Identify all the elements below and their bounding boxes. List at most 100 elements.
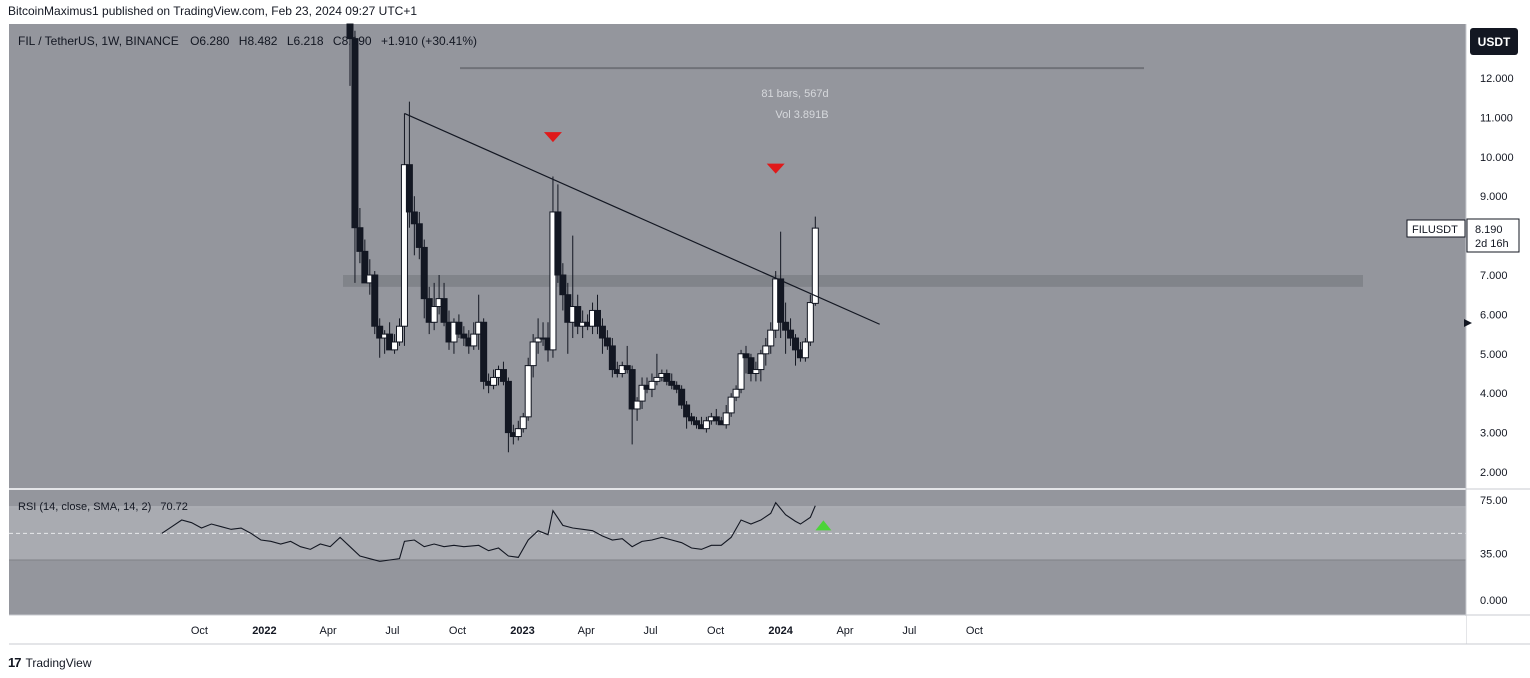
candle-up [549,211,557,351]
legend-close-value: 8.190 [342,34,372,48]
candle-up [737,353,745,390]
candle-down [480,321,488,382]
candle-up [524,365,532,418]
sell-signal-icon [543,132,562,143]
svg-text:FIL / TetherUS, 1W, BINANCE: FIL / TetherUS, 1W, BINANCE O6.280 H8.48… [18,34,477,48]
candle-down [504,380,512,434]
currency-button[interactable]: USDT [1470,28,1518,55]
rsi-y-tick-label: 35.00 [1480,548,1508,560]
legend-low-value: 6.218 [294,34,324,48]
candle-down [608,345,616,371]
candle-down [559,274,567,296]
legend-high-label: H [239,34,248,48]
candle-down [792,337,799,351]
candle-up [727,396,735,414]
candle-down [499,369,507,382]
candle-up [752,369,760,374]
candle-down [782,321,790,331]
candle-down [683,404,691,418]
candle-up [767,329,775,347]
candle-down [351,38,359,229]
x-tick-label: 2024 [768,625,793,637]
x-tick-label: Oct [449,625,466,637]
candle-down [663,373,671,382]
currency-button-label[interactable]: USDT [1478,35,1511,49]
candle-down [371,274,379,327]
candle-up [470,333,478,347]
price-tag-countdown: 2d 16h [1475,238,1509,250]
price-tag-symbol: FILUSDT [1412,224,1458,236]
candle-down [455,321,463,335]
candle-down [693,420,700,426]
x-tick-label: 2023 [510,625,534,637]
candle-down [678,388,686,406]
measure-bars: 81 bars, 567d [761,88,828,100]
candle-down [623,365,631,371]
y-tick-label: 7.000 [1480,270,1508,282]
candle-down [742,353,750,359]
y-tick-label: 11.000 [1480,112,1513,124]
candle-up [801,341,809,359]
candle-up [633,400,641,410]
candle-down [777,278,785,323]
candle-down [460,333,468,339]
tradingview-brand: TradingView [25,655,92,670]
y-tick-label: 4.000 [1480,388,1508,400]
legend-close-label: C [333,34,342,48]
y-tick-label: 6.000 [1480,309,1508,321]
x-tick-label: Oct [707,625,724,637]
publish-info: BitcoinMaximus1 published on TradingView… [8,4,418,18]
legend-high-value: 8.482 [247,34,277,48]
x-tick-label: Jul [385,625,399,637]
x-tick-label: Jul [902,625,916,637]
x-tick-label: Apr [578,625,595,637]
candle-down [594,309,601,327]
candle-down [603,337,611,347]
tradingview-logo-icon: 17 [8,655,22,670]
candle-down [415,223,423,248]
candle-up [722,412,730,426]
candle-down [554,211,562,276]
sell-signal-icon [766,163,785,174]
candle-up [400,164,408,327]
x-tick-label: Oct [966,625,983,637]
candle-up [648,380,656,390]
legend-symbol: FIL / TetherUS, 1W, BINANCE [18,34,179,48]
candle-down [361,250,369,284]
measure-vol: Vol 3.891B [775,109,828,121]
x-tick-label: Apr [836,625,853,637]
svg-text:RSI (14, close, SMA, 14, 2): RSI (14, close, SMA, 14, 2) 70.72 [18,501,188,513]
main-panel-bg [9,24,1466,488]
rsi-y-tick-label: 75.00 [1480,495,1508,507]
candle-down [574,306,582,327]
candle-up [638,384,646,402]
candle-down [376,325,384,339]
candle-up [732,388,740,398]
x-tick-label: Oct [191,625,208,637]
candle-up [391,341,399,351]
candle-down [712,416,720,422]
scroll-right-arrow-icon[interactable] [1464,319,1472,327]
candle-down [405,164,413,213]
tradingview-footer[interactable]: 17 TradingView [8,655,92,670]
candle-down [356,227,364,252]
candle-up [529,341,537,367]
rsi-y-tick-label: 0.000 [1480,595,1508,607]
x-tick-label: Apr [320,625,337,637]
candle-down [440,298,448,323]
candle-up [430,306,438,323]
x-axis-bg [9,616,1466,644]
y-tick-label: 9.000 [1480,191,1508,203]
price-tag: FILUSDT 8.190 2d 16h [1406,218,1520,253]
candle-up [396,325,403,343]
candle-down [410,211,418,225]
candle-down [673,384,681,390]
candle-up [806,302,814,343]
rsi-line [161,501,816,562]
buy-signal-icon [815,520,832,531]
y-tick-label: 10.000 [1480,152,1514,164]
legend-change: +1.910 (+30.41%) [381,34,477,48]
candle-up [653,376,661,382]
candle-up [762,345,770,355]
